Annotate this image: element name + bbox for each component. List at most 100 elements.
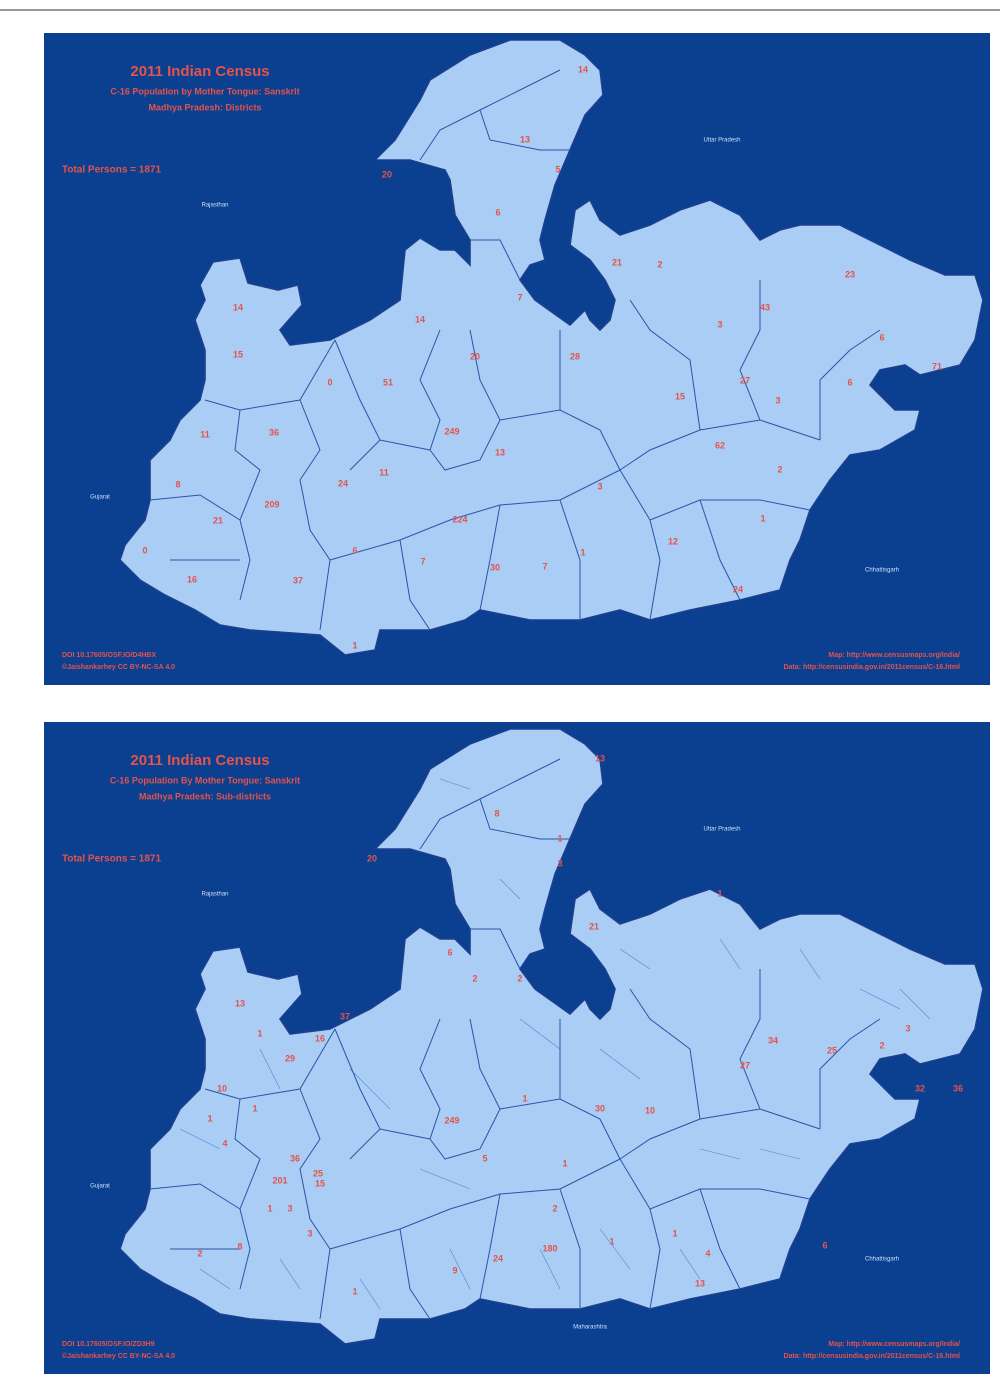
license: ©Jaishankarhey CC BY-NC-SA 4.0 bbox=[62, 1352, 175, 1360]
district-value: 3 bbox=[717, 319, 722, 329]
sub-district-value: 10 bbox=[645, 1105, 655, 1115]
district-value: 1 bbox=[352, 640, 357, 650]
neighbor-state: Rajasthan bbox=[201, 203, 228, 209]
sub-district-value: 9 bbox=[452, 1265, 457, 1275]
neighbor-state: Uttar Pradesh bbox=[703, 138, 740, 144]
district-value: 224 bbox=[452, 514, 467, 524]
map-panel: 2011 Indian Census C-16 Population By Mot… bbox=[44, 722, 990, 1374]
sub-district-value: 25 bbox=[313, 1168, 323, 1178]
sub-district-value: 6 bbox=[822, 1240, 827, 1250]
district-value: 24 bbox=[338, 478, 348, 488]
sub-district-value: 3 bbox=[905, 1023, 910, 1033]
sub-district-value: 24 bbox=[493, 1253, 503, 1263]
district-value: 15 bbox=[233, 349, 243, 359]
district-value: 36 bbox=[269, 427, 279, 437]
district-value: 7 bbox=[542, 561, 547, 571]
district-value: 37 bbox=[293, 575, 303, 585]
maps: 2011 Indian Census C-16 Population by Mot… bbox=[44, 33, 990, 1374]
district-value: 7 bbox=[517, 292, 522, 302]
sub-district-value: 13 bbox=[695, 1278, 705, 1288]
total-persons: Total Persons = 1871 bbox=[62, 854, 161, 865]
sub-district-value: 27 bbox=[740, 1060, 750, 1070]
neighbor-state: Maharashtra bbox=[573, 1325, 607, 1331]
sub-district-value: 16 bbox=[315, 1033, 325, 1043]
sub-district-value: 201 bbox=[272, 1175, 287, 1185]
sub-district-value: 5 bbox=[482, 1153, 487, 1163]
district-value: 16 bbox=[187, 574, 197, 584]
district-value: 6 bbox=[879, 332, 884, 342]
sub-district-value: 3 bbox=[557, 858, 562, 868]
sub-district-value: 249 bbox=[444, 1115, 459, 1125]
sub-district-value: 1 bbox=[609, 1236, 614, 1246]
district-value: 20 bbox=[470, 351, 480, 361]
district-value: 3 bbox=[597, 481, 602, 491]
sub-district-value: 1 bbox=[522, 1093, 527, 1103]
sub-district-value: 37 bbox=[340, 1011, 350, 1021]
district-value: 6 bbox=[847, 377, 852, 387]
district-value: 2 bbox=[657, 259, 662, 269]
sub-district-value: 1 bbox=[717, 888, 722, 898]
map-source: Map: http://www.censusmaps.org/India/ bbox=[828, 652, 960, 659]
sub-district-value: 34 bbox=[768, 1035, 778, 1045]
data-source: Data: http://censusindia.gov.in/2011cens… bbox=[784, 1353, 961, 1360]
sub-district-value: 13 bbox=[235, 998, 245, 1008]
district-value: 13 bbox=[520, 134, 530, 144]
map-region: Madhya Pradesh: Sub-districts bbox=[139, 791, 271, 801]
sub-district-value: 1 bbox=[252, 1103, 257, 1113]
district-value: 51 bbox=[383, 377, 393, 387]
neighbor-state: Chhattisgarh bbox=[865, 568, 899, 574]
district-value: 62 bbox=[715, 440, 725, 450]
map-subtitle: C-16 Population By Mother Tongue: Sanskr… bbox=[110, 775, 300, 785]
district-value: 1 bbox=[580, 547, 585, 557]
sub-district-value: 2 bbox=[472, 973, 477, 983]
district-value: 5 bbox=[555, 164, 560, 174]
district-value: 8 bbox=[175, 479, 180, 489]
sub-district-value: 2 bbox=[197, 1248, 202, 1258]
map-title: 2011 Indian Census bbox=[130, 63, 269, 80]
sub-district-value: 6 bbox=[447, 947, 452, 957]
district-value: 209 bbox=[264, 499, 279, 509]
sub-district-value: 1 bbox=[267, 1203, 272, 1213]
district-value: 3 bbox=[775, 395, 780, 405]
district-value: 2 bbox=[777, 464, 782, 474]
sub-district-value: 2 bbox=[552, 1203, 557, 1213]
sub-district-value: 1 bbox=[207, 1113, 212, 1123]
sub-district-value: 1 bbox=[257, 1028, 262, 1038]
neighbor-state: Rajasthan bbox=[201, 892, 228, 898]
sub-district-value: 2 bbox=[879, 1040, 884, 1050]
sub-district-value: 13 bbox=[595, 753, 605, 763]
license: ©Jaishankarhey CC BY-NC-SA 4.0 bbox=[62, 663, 175, 671]
district-value: 6 bbox=[495, 207, 500, 217]
total-persons: Total Persons = 1871 bbox=[62, 165, 161, 176]
map-title: 2011 Indian Census bbox=[130, 752, 269, 769]
district-value: 12 bbox=[668, 536, 678, 546]
map-panel: 2011 Indian Census C-16 Population by Mot… bbox=[44, 33, 990, 685]
doi: DOI 10.17605/OSF.IO/D4HBX bbox=[62, 652, 156, 659]
district-value: 28 bbox=[570, 351, 580, 361]
sub-district-value: 2 bbox=[517, 973, 522, 983]
sub-district-value: 25 bbox=[827, 1045, 837, 1055]
neighbor-state: Gujarat bbox=[90, 1184, 110, 1190]
sub-district-value: 10 bbox=[217, 1083, 227, 1093]
sub-district-value: 36 bbox=[290, 1153, 300, 1163]
neighbor-state: Chhattisgarh bbox=[865, 1257, 899, 1263]
district-value: 15 bbox=[675, 391, 685, 401]
neighbor-state: Uttar Pradesh bbox=[703, 827, 740, 833]
sub-district-value: 29 bbox=[285, 1053, 295, 1063]
map-subtitle: C-16 Population by Mother Tongue: Sanskr… bbox=[110, 86, 299, 96]
district-value: 43 bbox=[760, 302, 770, 312]
sub-district-value: 1 bbox=[672, 1228, 677, 1238]
district-value: 7 bbox=[420, 556, 425, 566]
district-value: 24 bbox=[733, 584, 743, 594]
sub-district-value: 32 bbox=[915, 1083, 925, 1093]
sub-district-value: 4 bbox=[222, 1138, 227, 1148]
district-value: 14 bbox=[233, 302, 243, 312]
sub-district-value: 1 bbox=[562, 1158, 567, 1168]
sub-district-value: 180 bbox=[542, 1243, 557, 1253]
sub-district-value: 36 bbox=[953, 1083, 963, 1093]
district-value: 23 bbox=[845, 269, 855, 279]
district-value: 21 bbox=[213, 515, 223, 525]
sub-district-value: 1 bbox=[557, 833, 562, 843]
district-value: 0 bbox=[142, 545, 147, 555]
sub-district-value: 15 bbox=[315, 1178, 325, 1188]
